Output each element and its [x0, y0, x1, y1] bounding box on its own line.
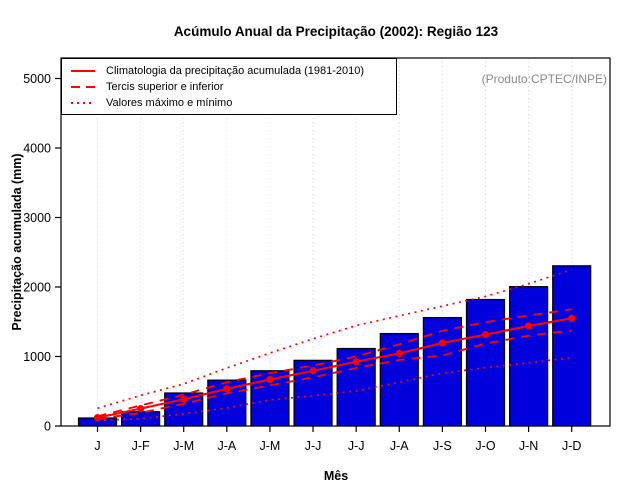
y-tick-label: 1000	[23, 350, 51, 364]
legend-item-maxmin: Valores máximo e mínimo	[71, 95, 396, 110]
climatology-point	[266, 375, 274, 384]
x-tick-label: J-J	[348, 439, 365, 453]
product-watermark: (Produto:CPTEC/INPE)	[481, 72, 607, 86]
bar	[379, 332, 419, 427]
x-tick-label: J-N	[519, 439, 538, 453]
x-tick-label: J-A	[217, 439, 236, 453]
legend-box: Climatologia da precipitação acumulada (…	[61, 58, 397, 115]
bar	[121, 411, 161, 427]
climatology-point	[309, 367, 317, 375]
x-tick-label: J-M	[260, 439, 281, 453]
chart-title: Acúmulo Anual da Precipitação (2002): Re…	[173, 24, 499, 39]
climatology-point	[223, 385, 231, 393]
bar	[422, 316, 462, 427]
line-dashed	[97, 308, 572, 418]
climatology-point	[438, 339, 446, 347]
y-tick-label: 2000	[23, 281, 51, 295]
climatology-point	[395, 349, 403, 357]
legend-label-climatology: Climatologia da precipitação acumulada (…	[106, 64, 365, 77]
climatology-point	[525, 322, 533, 330]
y-tick-label: 0	[44, 420, 51, 434]
x-tick-label: J-F	[132, 439, 150, 453]
dashed-line-icon	[71, 85, 95, 88]
x-tick-label: J	[94, 439, 100, 453]
climatology-point	[352, 358, 360, 366]
solid-line-icon	[71, 69, 95, 72]
x-tick-label: J-S	[433, 439, 452, 453]
x-tick-label: J-A	[390, 439, 409, 453]
x-tick-label: J-J	[305, 439, 322, 453]
line-dotted	[97, 356, 572, 422]
bar	[552, 265, 592, 427]
line-dashed	[97, 329, 572, 420]
legend-label-terciles: Tercis superior e inferior	[106, 80, 224, 93]
climatology-point	[180, 395, 188, 403]
bar	[509, 286, 549, 427]
climatology-point	[93, 414, 102, 422]
bar	[465, 298, 506, 427]
climatology-point	[137, 405, 145, 413]
legend-item-climatology: Climatologia da precipitação acumulada (…	[71, 63, 396, 78]
legend-item-terciles: Tercis superior e inferior	[71, 79, 396, 94]
legend-label-maxmin: Valores máximo e mínimo	[106, 96, 233, 109]
y-tick-label: 3000	[23, 211, 51, 225]
x-tick-label: J-M	[173, 439, 194, 453]
x-tick-label: J-O	[475, 439, 495, 453]
y-tick-label: 4000	[23, 142, 51, 156]
y-tick-label: 5000	[23, 72, 51, 86]
x-axis-title: Mês	[323, 469, 349, 483]
x-tick-label: J-D	[562, 439, 581, 453]
climatology-point	[568, 314, 576, 322]
line-solid	[97, 317, 572, 419]
climatology-point	[481, 331, 490, 339]
dotted-line-icon	[71, 101, 95, 104]
